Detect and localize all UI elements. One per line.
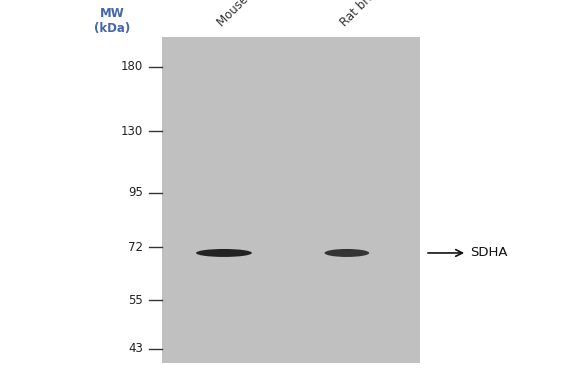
- Text: 130: 130: [120, 124, 143, 138]
- Text: 55: 55: [128, 294, 143, 307]
- Ellipse shape: [325, 249, 369, 257]
- Text: MW
(kDa): MW (kDa): [94, 6, 130, 34]
- Ellipse shape: [196, 249, 252, 257]
- Text: 72: 72: [128, 241, 143, 254]
- Text: 95: 95: [128, 186, 143, 199]
- Text: Rat brain: Rat brain: [338, 0, 385, 29]
- Text: SDHA: SDHA: [428, 246, 508, 259]
- Bar: [162, 37, 420, 363]
- Text: 43: 43: [128, 342, 143, 355]
- Text: 180: 180: [120, 60, 143, 73]
- Text: Mouse brain: Mouse brain: [215, 0, 275, 29]
